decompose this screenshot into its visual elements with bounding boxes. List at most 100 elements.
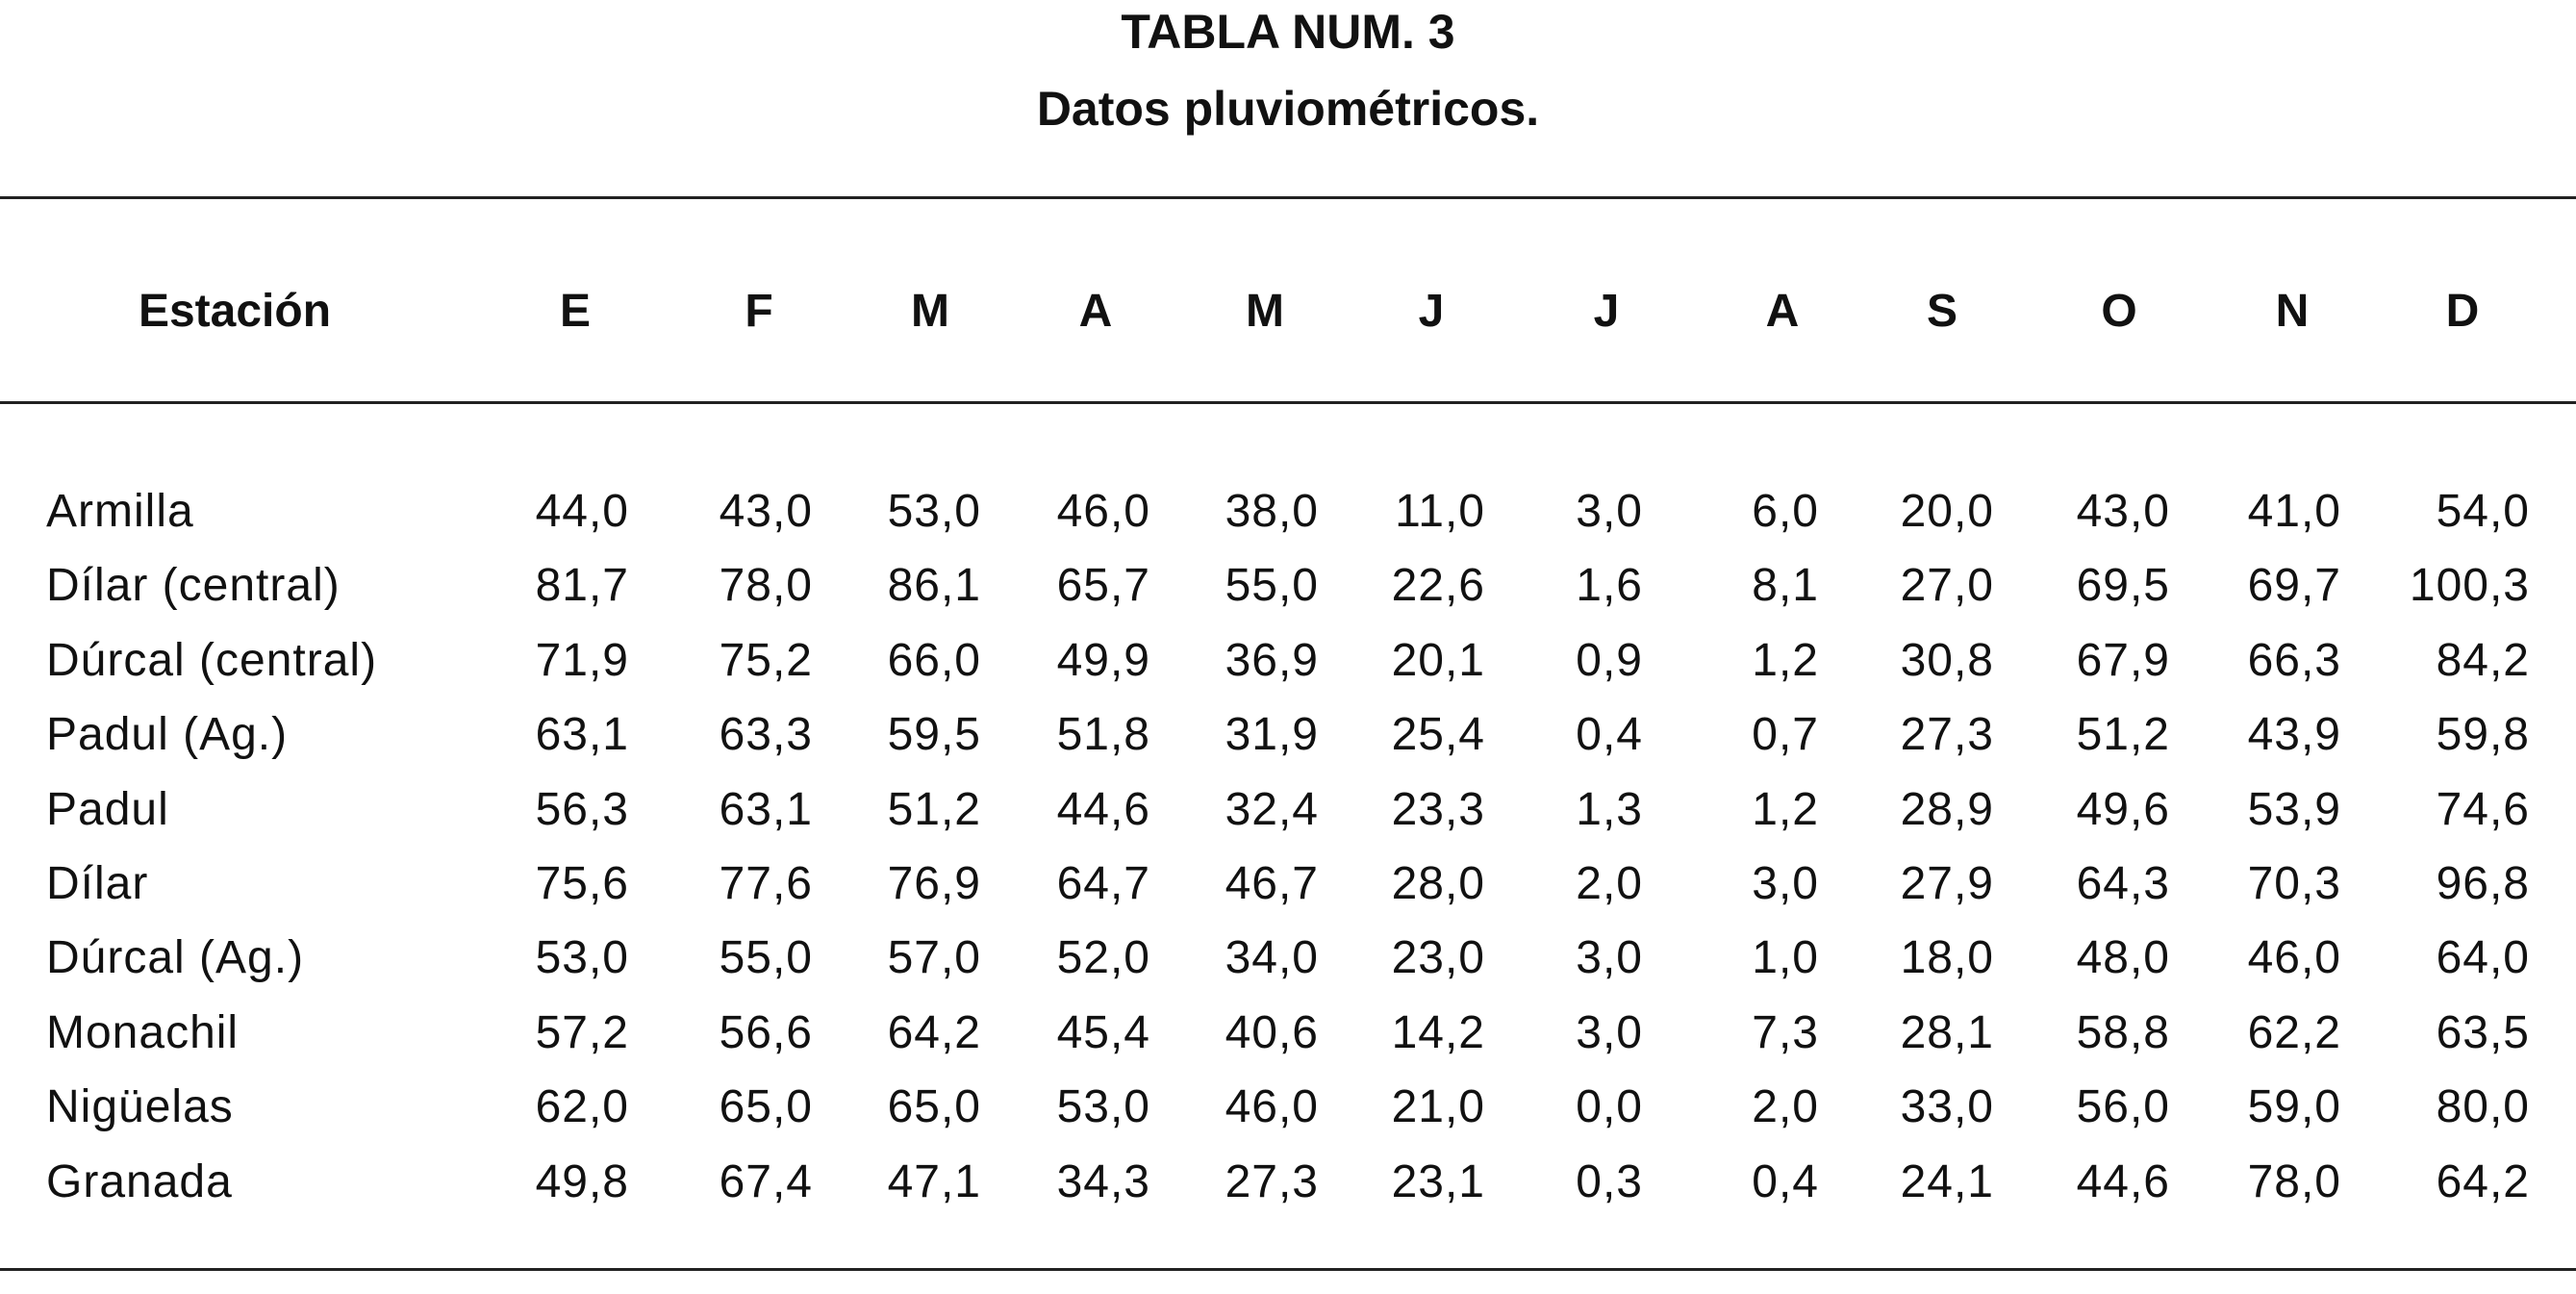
value-cell: 27,9 [1900,858,1994,909]
value-cell: 8,1 [1752,560,1819,612]
station-name: Dílar (central) [46,560,341,612]
value-cell: 47,1 [887,1155,981,1207]
value-cell: 7,3 [1752,1006,1819,1058]
value-cell: 49,8 [535,1155,629,1207]
rule [0,196,2576,199]
value-cell: 33,0 [1900,1081,1994,1133]
value-cell: 64,7 [1056,858,1150,909]
column-header: S [1926,286,1957,337]
value-cell: 46,0 [2247,932,2341,984]
value-cell: 78,0 [719,560,813,612]
value-cell: 54,0 [2436,486,2530,537]
value-cell: 27,3 [1225,1155,1319,1207]
value-cell: 64,0 [2436,932,2530,984]
value-cell: 44,6 [2076,1155,2170,1207]
value-cell: 63,5 [2436,1006,2530,1058]
value-cell: 52,0 [1056,932,1150,984]
column-header: D [2445,286,2480,337]
value-cell: 28,1 [1900,1006,1994,1058]
value-cell: 66,3 [2247,634,2341,686]
value-cell: 77,6 [719,858,813,909]
column-header: N [2275,286,2310,337]
value-cell: 46,7 [1225,858,1319,909]
value-cell: 14,2 [1391,1006,1485,1058]
value-cell: 34,3 [1056,1155,1150,1207]
column-header: J [1418,286,1445,337]
value-cell: 59,8 [2436,709,2530,761]
column-header: F [745,286,773,337]
value-cell: 24,1 [1900,1155,1994,1207]
value-cell: 34,0 [1225,932,1319,984]
value-cell: 46,0 [1056,486,1150,537]
value-cell: 67,9 [2076,634,2170,686]
station-name: Armilla [46,486,194,537]
value-cell: 62,2 [2247,1006,2341,1058]
value-cell: 43,0 [2076,486,2170,537]
value-cell: 31,9 [1225,709,1319,761]
value-cell: 0,4 [1752,1155,1819,1207]
value-cell: 32,4 [1225,783,1319,835]
value-cell: 28,0 [1391,858,1485,909]
value-cell: 43,0 [719,486,813,537]
value-cell: 1,2 [1752,634,1819,686]
column-header: J [1593,286,1620,337]
value-cell: 38,0 [1225,486,1319,537]
value-cell: 51,2 [2076,709,2170,761]
value-cell: 0,0 [1576,1081,1643,1133]
value-cell: 65,0 [719,1081,813,1133]
value-cell: 41,0 [2247,486,2341,537]
value-cell: 30,8 [1900,634,1994,686]
value-cell: 56,0 [2076,1081,2170,1133]
value-cell: 70,3 [2247,858,2341,909]
value-cell: 86,1 [887,560,981,612]
value-cell: 78,0 [2247,1155,2341,1207]
value-cell: 1,2 [1752,783,1819,835]
value-cell: 27,3 [1900,709,1994,761]
value-cell: 57,0 [887,932,981,984]
station-name: Dúrcal (central) [46,634,378,686]
value-cell: 63,1 [535,709,629,761]
value-cell: 65,7 [1056,560,1150,612]
value-cell: 75,6 [535,858,629,909]
station-name: Nigüelas [46,1081,234,1133]
rule [0,1268,2576,1271]
value-cell: 63,1 [719,783,813,835]
value-cell: 48,0 [2076,932,2170,984]
value-cell: 75,2 [719,634,813,686]
value-cell: 64,3 [2076,858,2170,909]
column-header: M [911,286,949,337]
value-cell: 80,0 [2436,1081,2530,1133]
value-cell: 59,0 [2247,1081,2341,1133]
value-cell: 0,4 [1576,709,1643,761]
value-cell: 100,3 [2409,560,2530,612]
value-cell: 0,7 [1752,709,1819,761]
station-name: Padul (Ag.) [46,709,289,761]
value-cell: 18,0 [1900,932,1994,984]
column-header: Estación [138,286,332,337]
value-cell: 69,5 [2076,560,2170,612]
value-cell: 2,0 [1576,858,1643,909]
column-header: A [1078,286,1113,337]
value-cell: 53,0 [535,932,629,984]
value-cell: 51,2 [887,783,981,835]
value-cell: 51,8 [1056,709,1150,761]
value-cell: 84,2 [2436,634,2530,686]
value-cell: 63,3 [719,709,813,761]
value-cell: 55,0 [1225,560,1319,612]
value-cell: 96,8 [2436,858,2530,909]
value-cell: 22,6 [1391,560,1485,612]
value-cell: 45,4 [1056,1006,1150,1058]
value-cell: 1,3 [1576,783,1643,835]
value-cell: 28,9 [1900,783,1994,835]
value-cell: 56,3 [535,783,629,835]
column-header: M [1246,286,1284,337]
station-name: Padul [46,783,169,835]
value-cell: 43,9 [2247,709,2341,761]
value-cell: 1,0 [1752,932,1819,984]
value-cell: 59,5 [887,709,981,761]
value-cell: 0,9 [1576,634,1643,686]
value-cell: 25,4 [1391,709,1485,761]
value-cell: 6,0 [1752,486,1819,537]
station-name: Granada [46,1155,233,1207]
